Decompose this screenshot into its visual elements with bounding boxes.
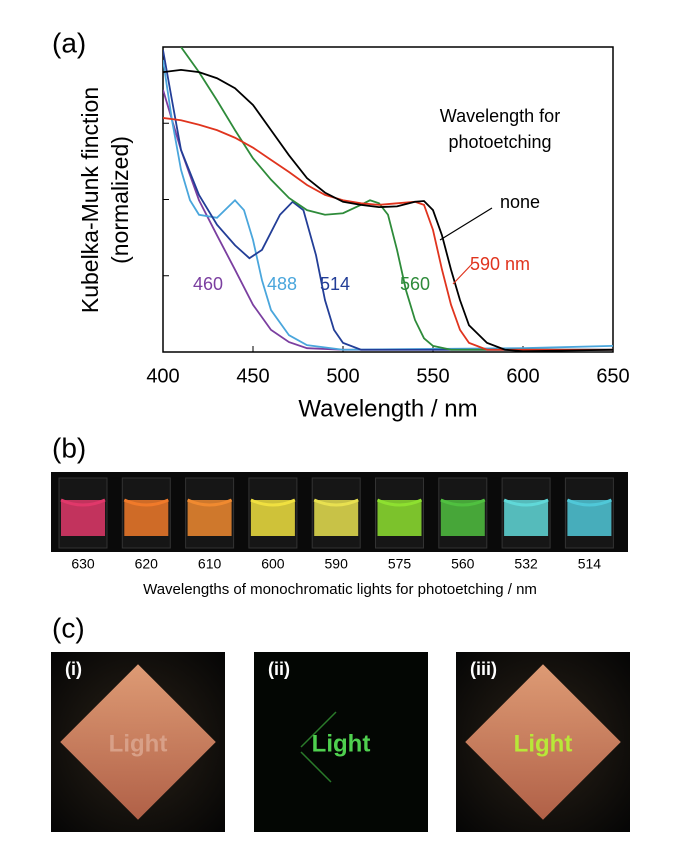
meniscus: [313, 498, 359, 507]
wavelength-label: 532: [514, 556, 538, 572]
caption: Wavelengths of monochromatic lights for …: [143, 581, 537, 598]
x-tick-label: 500: [326, 365, 359, 387]
photo-text: Light: [312, 730, 371, 757]
meniscus: [503, 498, 549, 507]
x-axis-label: Wavelength / nm: [298, 395, 477, 422]
wavelength-label: 514: [578, 556, 602, 572]
photo-text: Light: [109, 730, 168, 757]
panel-label: (c): [52, 612, 85, 643]
legend-title: photoetching: [448, 132, 551, 152]
meniscus: [186, 498, 233, 507]
x-tick-label: 400: [146, 365, 179, 387]
film-edge: [300, 711, 337, 783]
x-tick-label: 450: [236, 365, 269, 387]
meniscus: [566, 498, 613, 507]
leader-line: [439, 207, 493, 241]
wavelength-label: 560: [451, 556, 475, 572]
series-line: [163, 117, 613, 351]
wavelength-label: 590: [325, 556, 349, 572]
series-label: 514: [320, 274, 350, 294]
x-tick-label: 550: [416, 365, 449, 387]
series-label: 460: [193, 274, 223, 294]
plot-frame: [162, 46, 614, 353]
wavelength-label: 600: [261, 556, 285, 572]
series-label: 488: [267, 274, 297, 294]
wavelength-label: 630: [71, 556, 95, 572]
y-axis-label: Kubelka-Munk finction: [77, 87, 103, 313]
series-line: [163, 59, 613, 351]
meniscus: [123, 498, 169, 507]
panel-label: (b): [52, 432, 86, 463]
photo-label: (ii): [268, 659, 290, 679]
x-tick-label: 600: [506, 365, 539, 387]
series-line: [180, 47, 613, 351]
meniscus: [60, 498, 106, 507]
wavelength-label: 610: [198, 556, 222, 572]
series-line: [163, 68, 613, 352]
y-axis-label: (normalized): [107, 136, 133, 264]
series-label: none: [500, 192, 540, 212]
meniscus: [250, 498, 296, 507]
series-label: 590 nm: [470, 254, 530, 274]
series-label: 560: [400, 274, 430, 294]
film-sheet: [465, 664, 621, 820]
x-tick-label: 650: [596, 365, 629, 387]
series-line: [163, 89, 613, 351]
meniscus: [376, 498, 423, 507]
plot-lines: [163, 47, 613, 352]
wavelength-label: 575: [388, 556, 412, 572]
legend-title: Wavelength for: [440, 106, 560, 126]
meniscus: [440, 498, 486, 507]
series-line: [163, 49, 613, 351]
photo-text: Light: [514, 730, 573, 757]
wavelength-label: 620: [135, 556, 159, 572]
photo: [254, 652, 428, 832]
photo-label: (iii): [470, 659, 497, 679]
photos: (i) Light (ii) Light (iii) Light: [51, 652, 630, 832]
panel-label: (a): [52, 27, 86, 58]
photo-label: (i): [65, 659, 82, 679]
leader-line: [452, 263, 473, 285]
film-sheet: [60, 664, 216, 820]
